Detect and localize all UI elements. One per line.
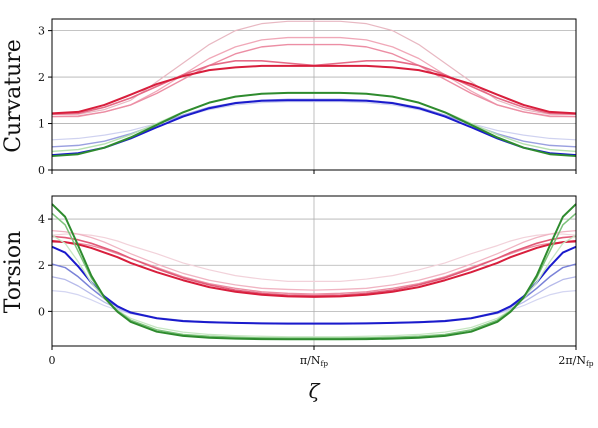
y-axis-label-curvature: Curvature — [1, 39, 26, 153]
curvature-series-line-9 — [51, 91, 577, 158]
torsion-x-tick-label-2: 2π/Nfp — [558, 354, 593, 368]
curvature-y-tick-label-1: 1 — [38, 118, 45, 131]
torsion-series-line-0 — [51, 233, 577, 282]
torsion-series-line-11 — [51, 203, 577, 341]
torsion-series-line-4 — [51, 240, 577, 298]
torsion-y-tick-label-1: 2 — [38, 259, 45, 272]
torsion-series-line-3 — [51, 235, 577, 297]
curvature-series-line-2 — [51, 43, 577, 118]
torsion-y-tick-label-2: 4 — [38, 213, 45, 226]
curvature-panel: 0 1 2 3 — [38, 18, 577, 177]
x-axis-label: ζ — [309, 379, 321, 403]
curvature-y-tick-label-3: 3 — [38, 25, 45, 38]
torsion-x-tick-subscript-1: fp — [320, 359, 328, 368]
torsion-panel: 0 2 4 0 π/Nfp 2π/Nfp — [38, 195, 594, 368]
torsion-x-tick-label-1: π/Nfp — [300, 354, 328, 368]
torsion-x-tick-label-0: 0 — [49, 354, 56, 367]
curvature-series-line-8 — [51, 99, 577, 157]
torsion-series-line-1 — [51, 229, 577, 291]
torsion-series-line-8 — [51, 245, 577, 325]
curvature-series-line-1 — [52, 36, 576, 118]
curvature-y-tick-label-0: 0 — [38, 164, 45, 177]
torsion-x-tick-subscript-2: fp — [586, 359, 594, 368]
torsion-series-line-2 — [52, 241, 576, 295]
curvature-series-line-4 — [51, 64, 577, 115]
curvature-y-tick-label-2: 2 — [38, 71, 45, 84]
curvature-series-line-5 — [51, 101, 577, 141]
torsion-y-tick-label-0: 0 — [38, 305, 45, 318]
y-axis-label-torsion: Torsion — [1, 231, 26, 313]
